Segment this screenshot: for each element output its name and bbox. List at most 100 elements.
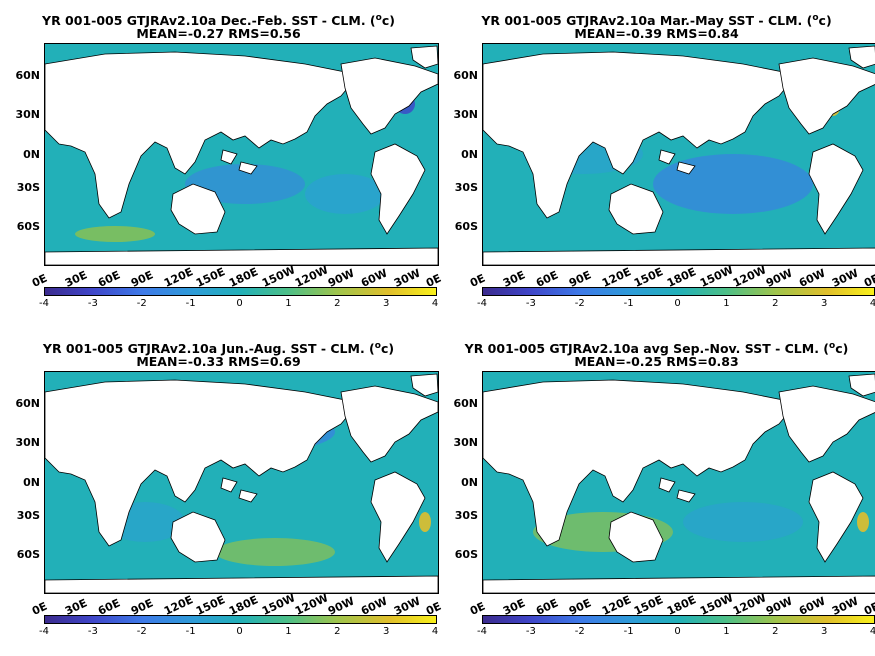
land-mass [220,149,238,165]
land-mass [848,373,875,397]
land-mass [778,57,875,135]
colorbar-tick-label: 0 [236,626,243,637]
land-mass [45,575,438,593]
anomaly-patch [419,512,431,532]
land-mass [483,575,875,593]
colorbar [482,615,875,624]
sst-anomaly-map [482,371,875,594]
colorbar [44,287,437,296]
colorbar-tick-label: -1 [623,626,634,637]
colorbar-tick-label: 3 [382,298,390,309]
land-mass [608,183,664,235]
degree-symbol: o [812,13,819,23]
degree-symbol: o [374,341,381,351]
colorbar-tick-label: -1 [185,298,196,309]
land-mass [340,385,438,463]
lat-label: 30S [454,509,478,522]
land-mass [676,161,696,175]
colorbar-tick-label: 4 [869,626,875,637]
lon-label: 150W [698,591,736,618]
lat-label: 30S [16,181,40,194]
land-mass [220,477,238,493]
colorbar-tick-label: -3 [525,626,536,637]
sst-anomaly-map [482,43,875,266]
title-text: YR 001-005 GTJRAv2.10a Jun.-Aug. SST - C… [42,341,375,357]
land-mass [410,373,438,397]
colorbar-tick-label: 1 [723,626,730,637]
land-mass [808,143,864,235]
title-unit: c) [818,13,832,29]
colorbar-tick-label: 1 [723,298,730,309]
land-mass [410,45,438,69]
colorbar-tick-label: 0 [674,626,681,637]
land-mass [483,247,875,265]
land-mass [370,471,426,563]
colorbar-tick-label: -4 [39,626,49,637]
map-panel: YR 001-005 GTJRAv2.10a Dec.-Feb. SST - C… [0,0,443,328]
lat-label: 0N [23,148,40,161]
land-mass [676,489,696,503]
map-panel: YR 001-005 GTJRAv2.10a avg Sep.-Nov. SST… [438,328,875,656]
title-unit: c) [381,13,395,29]
colorbar-tick-label: -3 [87,298,98,309]
lat-label: 60N [453,69,478,82]
panel-title: YR 001-005 GTJRAv2.10a Mar.-May SST - CL… [438,10,875,29]
title-text: YR 001-005 GTJRAv2.10a Dec.-Feb. SST - C… [42,13,376,29]
colorbar-tick-label: -2 [136,298,147,309]
colorbar-tick-label: -1 [185,626,196,637]
colorbar [482,287,875,296]
sst-anomaly-map [44,371,439,594]
panel-title: YR 001-005 GTJRAv2.10a Jun.-Aug. SST - C… [0,338,437,357]
land-mass [238,161,258,175]
lon-label: 120W [293,591,331,618]
lat-label: 60S [454,220,478,233]
colorbar [44,615,437,624]
land-mass [608,511,664,563]
lat-label: 30N [453,108,478,121]
map-canvas [45,44,438,265]
anomaly-patch [215,538,335,566]
anomaly-patch [75,226,155,242]
colorbar-tick-label: 3 [820,626,828,637]
map-canvas [483,372,875,593]
title-unit: c) [380,341,395,357]
colorbar-tick-label: -1 [623,298,634,309]
lat-label: 60N [15,69,40,82]
panel-stats: MEAN=-0.25 RMS=0.83 [574,354,739,369]
colorbar-tick-label: 2 [772,626,779,637]
colorbar-tick-label: -4 [477,626,487,637]
lat-label: 60S [16,548,40,561]
lat-label: 30N [15,108,40,121]
colorbar-tick-label: 0 [674,298,681,309]
lat-label: 60N [453,397,478,410]
sst-anomaly-map [44,43,439,266]
panel-title: YR 001-005 GTJRAv2.10a Dec.-Feb. SST - C… [0,10,437,29]
colorbar-tick-label: 3 [820,298,828,309]
colorbar-tick-label: 1 [285,298,292,309]
panel-title: YR 001-005 GTJRAv2.10a avg Sep.-Nov. SST… [438,338,875,357]
lon-label: 120W [731,591,769,618]
panel-stats: MEAN=-0.27 RMS=0.56 [136,26,301,41]
colorbar-tick-label: -4 [39,298,49,309]
lat-label: 60N [15,397,40,410]
colorbar-tick-label: -3 [525,298,536,309]
lat-label: 60S [454,548,478,561]
colorbar-tick-label: 3 [382,626,390,637]
colorbar-tick-label: 0 [236,298,243,309]
colorbar-tick-label: 2 [772,298,779,309]
map-canvas [483,44,875,265]
colorbar-tick-label: 4 [431,626,439,637]
colorbar-tick-label: -2 [574,298,585,309]
land-mass [658,149,676,165]
map-panel: YR 001-005 GTJRAv2.10a Jun.-Aug. SST - C… [0,328,443,656]
lat-label: 30S [16,509,40,522]
colorbar-tick-label: 4 [869,298,875,309]
colorbar-tick-label: 2 [334,626,341,637]
anomaly-patch [683,502,803,542]
colorbar-tick-label: -3 [87,626,98,637]
land-mass [170,511,226,563]
colorbar-tick-label: -4 [477,298,487,309]
map-canvas [45,372,438,593]
land-mass [45,247,438,265]
anomaly-patch [857,512,869,532]
